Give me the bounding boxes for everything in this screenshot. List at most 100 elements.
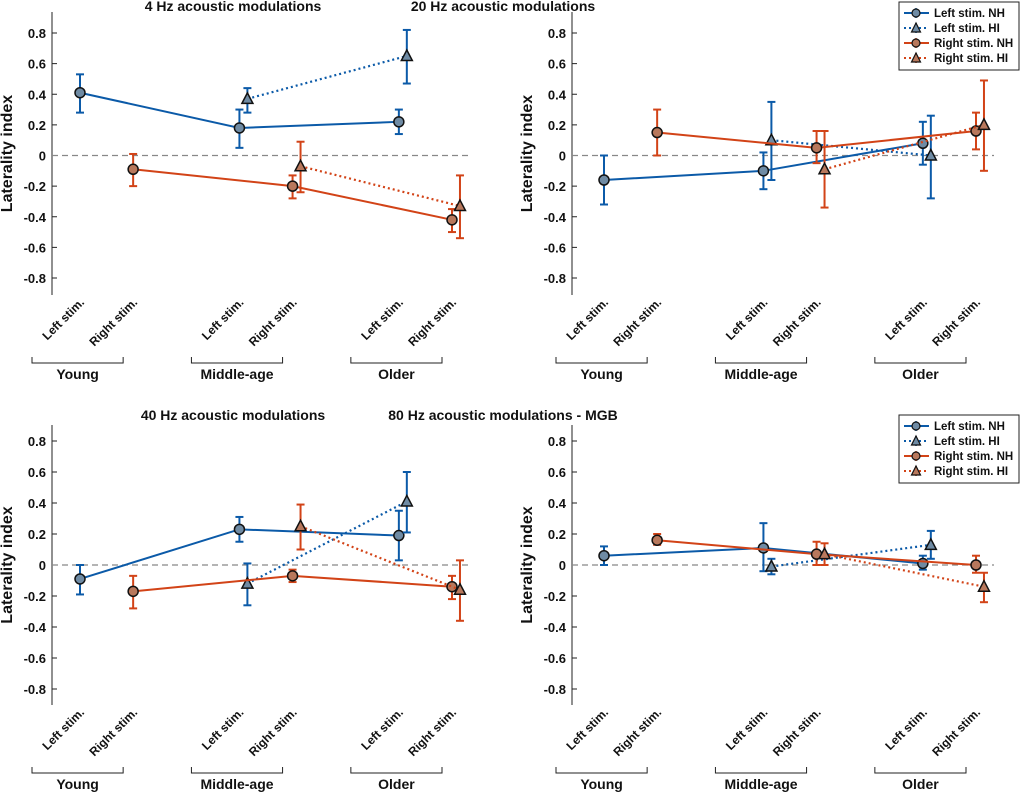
legend-label: Left stim. NH xyxy=(934,421,1005,433)
data-point xyxy=(977,117,991,131)
data-point xyxy=(400,493,414,507)
chart-title: 20 Hz acoustic modulations xyxy=(411,0,596,14)
data-point xyxy=(446,214,458,226)
series-line xyxy=(771,139,931,157)
x-tick-label: Left stim. xyxy=(358,705,406,753)
y-tick-label: 0 xyxy=(559,558,566,573)
y-tick-label: 0.2 xyxy=(548,118,566,133)
x-tick-label: Left stim. xyxy=(882,705,930,753)
legend-marker xyxy=(910,51,922,63)
chart-panel-1: 4 Hz acoustic modulations 0.8 0.6 0.4 0.2 0 -0… xyxy=(0,0,470,382)
group-label: Middle-age xyxy=(724,366,797,382)
group-bracket xyxy=(874,767,967,774)
data-point xyxy=(240,575,255,589)
y-tick-label: -0.4 xyxy=(544,620,567,635)
y-tick-label: -0.4 xyxy=(24,210,47,225)
y-axis-label: Laterality index xyxy=(0,95,16,212)
y-tick-label: -0.4 xyxy=(24,620,47,635)
chart-title: 4 Hz acoustic modulations xyxy=(145,0,322,14)
data-point xyxy=(817,161,832,175)
y-axis-label: Laterality index xyxy=(519,506,536,623)
x-tick-label: Left stim. xyxy=(358,295,406,343)
y-tick-label: -0.8 xyxy=(24,271,46,286)
legend-marker xyxy=(911,38,921,48)
y-tick-label: 0.8 xyxy=(548,434,566,449)
legend: Left stim. NH Left stim. HI Right stim. NH… xyxy=(898,414,1020,484)
data-point xyxy=(400,48,414,62)
x-tick-label: Right stim. xyxy=(87,295,141,349)
x-tick-label: Right stim. xyxy=(929,295,983,349)
y-tick-label: 0.8 xyxy=(28,434,46,449)
y-tick-label: -0.6 xyxy=(24,240,46,255)
y-tick-label: 0 xyxy=(39,149,46,164)
x-tick-label: Left stim. xyxy=(564,295,612,343)
series-right-stim-hi xyxy=(817,542,991,604)
data-point xyxy=(286,180,299,192)
data-point xyxy=(651,534,663,546)
series-left-stim-hi xyxy=(240,471,414,607)
data-point xyxy=(757,165,770,177)
group-bracket xyxy=(714,357,808,364)
x-tick-label: Right stim. xyxy=(405,705,459,759)
y-tick-label: -0.4 xyxy=(544,210,567,225)
chart-panel-4: 80 Hz acoustic modulations - MGB 0.8 0.6 0.… xyxy=(388,407,1020,792)
chart-panel-2: 20 Hz acoustic modulations 0.8 0.6 0.4 0.2 0 -… xyxy=(411,0,1020,382)
x-tick-label: Right stim. xyxy=(770,705,824,759)
data-point xyxy=(446,580,458,593)
data-point xyxy=(293,518,308,532)
data-point xyxy=(757,542,770,554)
legend-label: Left stim. HI xyxy=(934,436,1000,448)
data-point xyxy=(977,579,991,592)
data-point xyxy=(764,558,779,572)
chart-panel-3: 40 Hz acoustic modulations 0.8 0.6 0.4 0.2 0 -… xyxy=(0,407,470,792)
y-tick-label: 0.6 xyxy=(548,57,566,72)
data-point xyxy=(924,147,938,161)
series-left-stim-nh xyxy=(598,120,929,206)
data-point xyxy=(393,529,405,542)
y-tick-label: -0.2 xyxy=(24,179,46,194)
y-tick-label: 0.4 xyxy=(28,496,47,511)
x-tick-label: Right stim. xyxy=(611,295,665,349)
y-tick-label: -0.6 xyxy=(24,651,46,666)
x-tick-label: Right stim. xyxy=(246,295,300,349)
y-tick-label: 0.4 xyxy=(548,87,567,102)
series-left-stim-nh xyxy=(598,522,929,573)
legend-marker xyxy=(911,451,921,461)
group-bracket xyxy=(555,357,648,364)
x-tick-label: Left stim. xyxy=(199,705,247,753)
legend-label: Left stim. HI xyxy=(934,23,1000,35)
legend-label: Right stim. NH xyxy=(934,38,1013,50)
x-tick-label: Right stim. xyxy=(929,705,983,759)
data-point xyxy=(598,549,610,562)
legend-marker xyxy=(911,421,921,431)
series-right-stim-nh xyxy=(651,108,982,165)
x-tick-label: Left stim. xyxy=(882,295,930,343)
x-tick-label: Right stim. xyxy=(246,705,300,759)
group-label: Middle-age xyxy=(200,776,273,792)
legend-label: Right stim. NH xyxy=(934,451,1013,463)
y-tick-label: 0.4 xyxy=(548,496,567,511)
data-point xyxy=(293,158,308,172)
group-label: Older xyxy=(378,366,415,382)
group-label: Young xyxy=(56,776,99,792)
group-bracket xyxy=(874,357,967,364)
legend-marker xyxy=(910,434,922,446)
y-tick-label: 0.6 xyxy=(28,465,46,480)
y-tick-label: 0.2 xyxy=(548,527,566,542)
y-tick-label: -0.8 xyxy=(24,682,46,697)
y-tick-label: -0.2 xyxy=(544,589,566,604)
data-point xyxy=(233,523,246,536)
group-bracket xyxy=(555,767,648,774)
group-bracket xyxy=(31,357,124,364)
x-tick-label: Left stim. xyxy=(723,295,771,343)
y-tick-label: 0.2 xyxy=(28,118,46,133)
y-tick-label: 0 xyxy=(39,558,46,573)
x-tick-label: Right stim. xyxy=(770,295,824,349)
y-axis-label: Laterality index xyxy=(0,506,16,623)
data-point xyxy=(598,174,610,186)
data-point xyxy=(917,137,929,149)
data-point xyxy=(127,163,139,176)
x-tick-label: Left stim. xyxy=(40,295,88,343)
series-left-stim-hi xyxy=(764,100,938,200)
